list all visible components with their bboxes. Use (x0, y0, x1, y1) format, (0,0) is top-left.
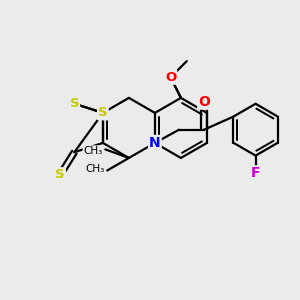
Text: O: O (198, 95, 210, 109)
Text: O: O (165, 71, 176, 84)
Text: F: F (251, 166, 260, 180)
Text: CH₃: CH₃ (83, 146, 102, 156)
Text: CH₃: CH₃ (85, 164, 104, 174)
Text: S: S (56, 168, 65, 181)
Text: S: S (70, 97, 79, 110)
Text: S: S (98, 106, 108, 119)
Text: N: N (149, 136, 161, 150)
